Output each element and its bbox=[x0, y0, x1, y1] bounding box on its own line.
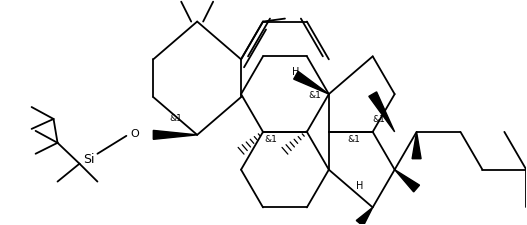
Text: H: H bbox=[292, 67, 300, 77]
Polygon shape bbox=[294, 72, 329, 95]
Polygon shape bbox=[412, 132, 421, 159]
Polygon shape bbox=[153, 131, 197, 140]
Text: &1: &1 bbox=[347, 135, 360, 144]
Text: &1: &1 bbox=[170, 114, 183, 123]
Text: H: H bbox=[356, 180, 364, 190]
Polygon shape bbox=[369, 92, 395, 132]
Polygon shape bbox=[395, 170, 419, 192]
Text: &1: &1 bbox=[265, 135, 277, 144]
Polygon shape bbox=[356, 207, 373, 225]
Text: Si: Si bbox=[83, 153, 94, 165]
Text: &1: &1 bbox=[372, 115, 385, 124]
Text: O: O bbox=[130, 128, 139, 138]
Text: &1: &1 bbox=[308, 90, 321, 99]
